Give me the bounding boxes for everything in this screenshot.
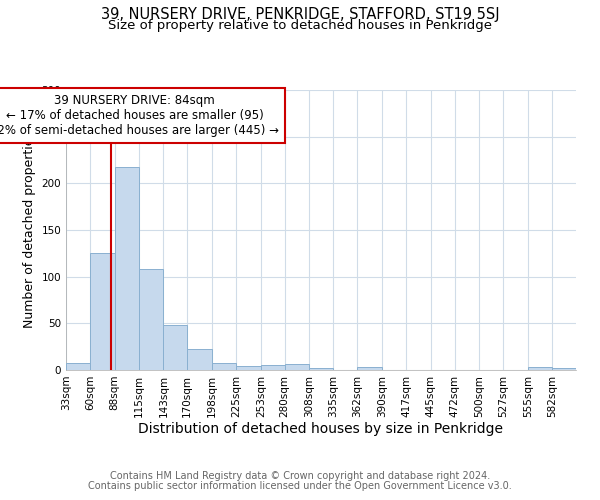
Bar: [163, 325, 187, 370]
Bar: [115, 166, 139, 370]
Bar: [261, 366, 284, 370]
Bar: [139, 269, 163, 370]
Text: 39 NURSERY DRIVE: 84sqm
← 17% of detached houses are smaller (95)
82% of semi-de: 39 NURSERY DRIVE: 84sqm ← 17% of detache…: [0, 94, 280, 137]
Bar: [187, 348, 212, 370]
Bar: [212, 362, 236, 370]
Text: 39, NURSERY DRIVE, PENKRIDGE, STAFFORD, ST19 5SJ: 39, NURSERY DRIVE, PENKRIDGE, STAFFORD, …: [101, 8, 499, 22]
Bar: [310, 368, 334, 370]
Bar: [552, 368, 576, 370]
Bar: [66, 362, 90, 370]
Text: Size of property relative to detached houses in Penkridge: Size of property relative to detached ho…: [108, 19, 492, 32]
Bar: [358, 367, 382, 370]
Bar: [90, 254, 115, 370]
Y-axis label: Number of detached properties: Number of detached properties: [23, 132, 36, 328]
Text: Contains public sector information licensed under the Open Government Licence v3: Contains public sector information licen…: [88, 481, 512, 491]
Text: Contains HM Land Registry data © Crown copyright and database right 2024.: Contains HM Land Registry data © Crown c…: [110, 471, 490, 481]
Text: Distribution of detached houses by size in Penkridge: Distribution of detached houses by size …: [139, 422, 503, 436]
Bar: [284, 364, 310, 370]
Bar: [528, 367, 552, 370]
Bar: [236, 366, 261, 370]
